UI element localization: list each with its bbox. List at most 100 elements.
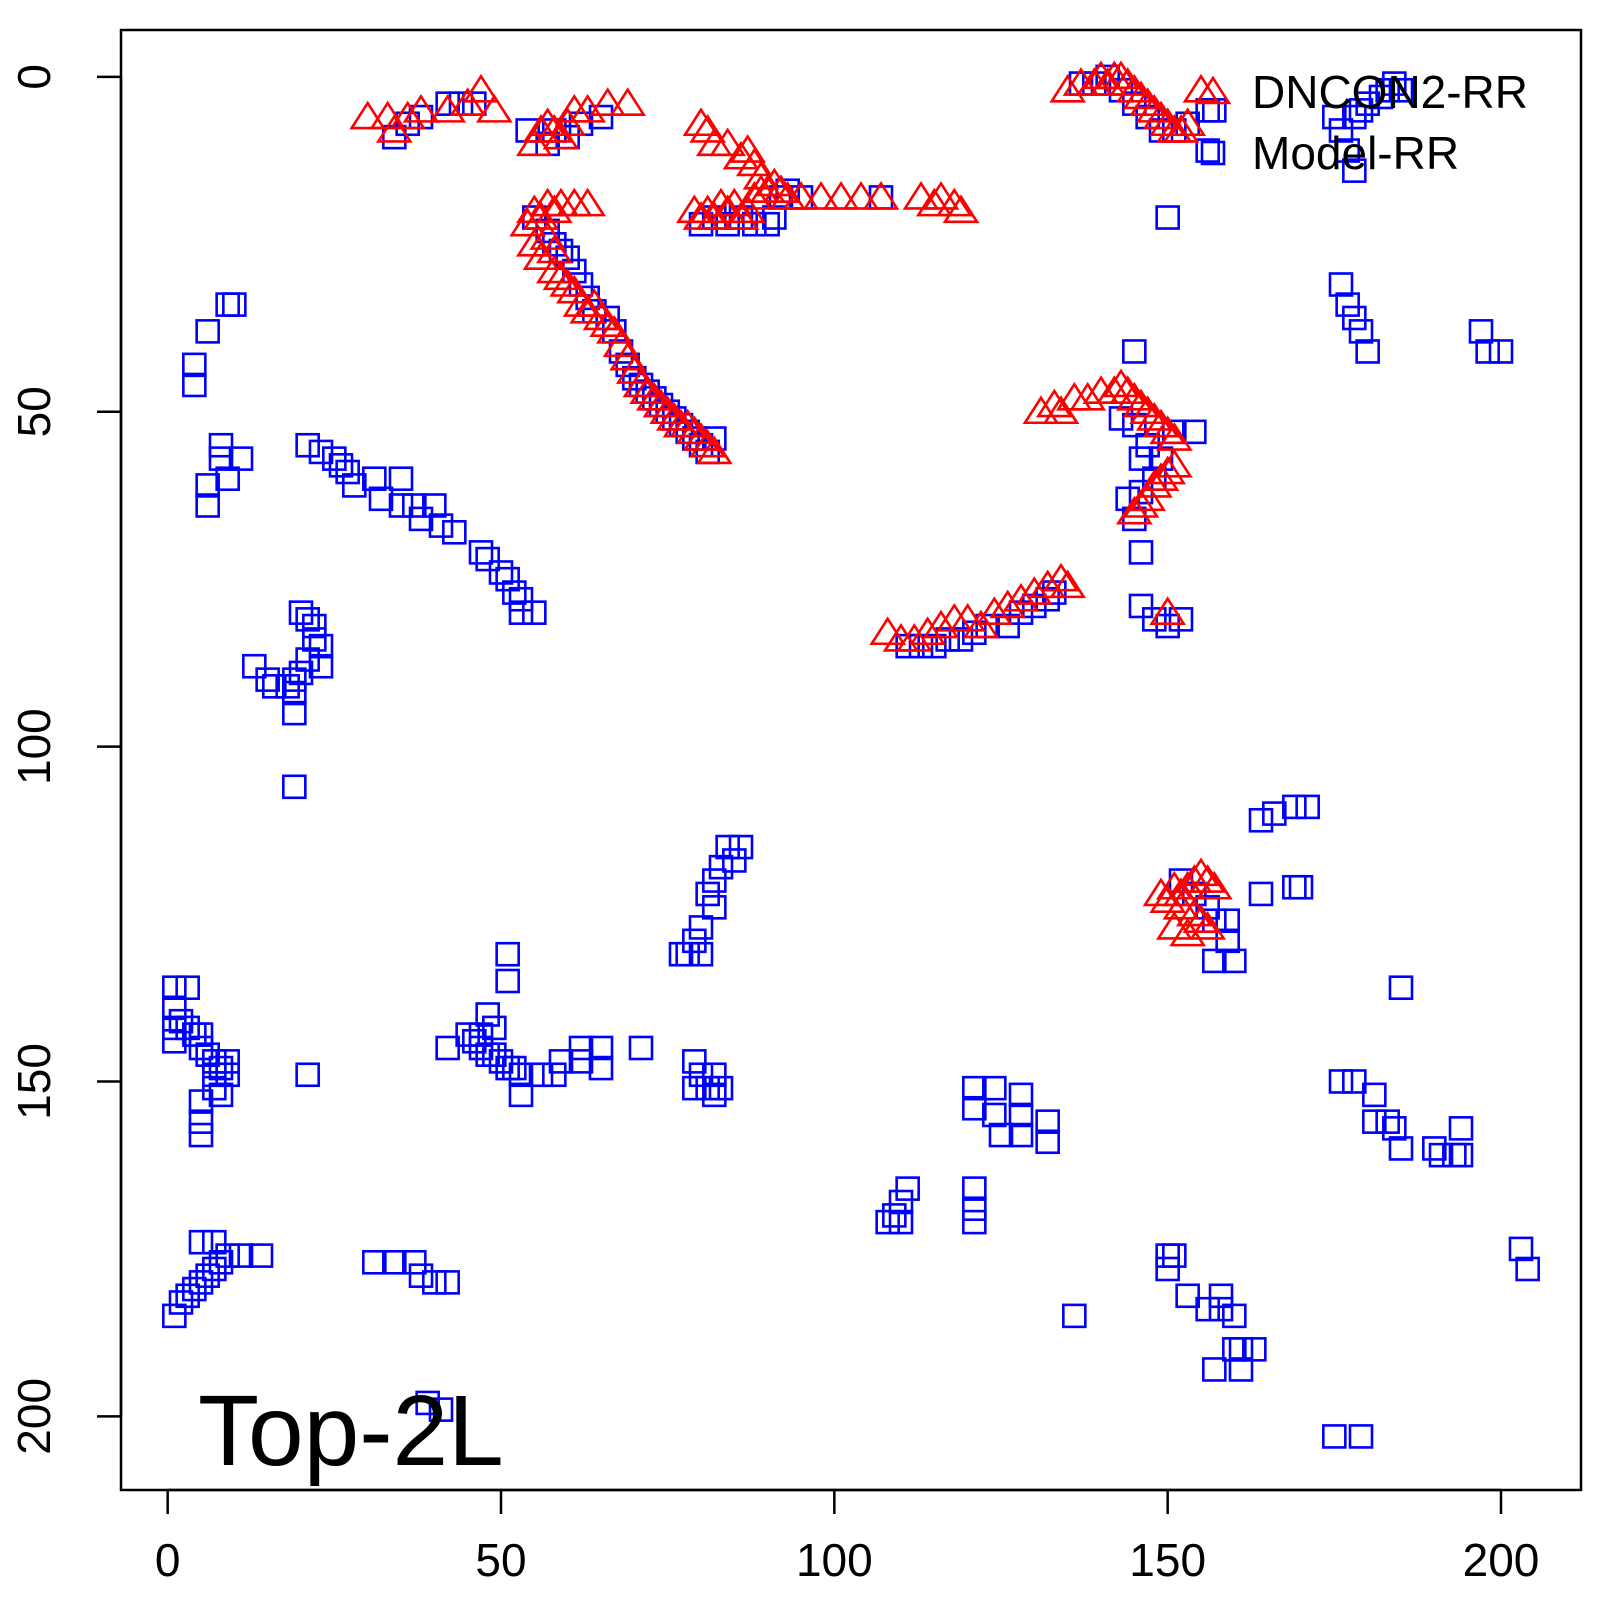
- model-rr-point: [1468, 319, 1494, 344]
- model-rr-point: [1008, 1102, 1034, 1128]
- model-rr-point: [1362, 1109, 1387, 1134]
- model-rr-point: [1155, 613, 1180, 639]
- model-rr-point: [1035, 1129, 1060, 1155]
- dncon2-rr-point: [1142, 100, 1180, 130]
- dncon2-rr-point: [635, 381, 673, 411]
- model-rr-point: [175, 1283, 200, 1309]
- model-rr-point: [442, 519, 467, 545]
- model-rr-point: [875, 1209, 900, 1235]
- model-rr-point: [428, 513, 454, 538]
- model-rr-point: [1388, 1136, 1414, 1161]
- model-rr-point: [702, 895, 727, 920]
- dncon2-rr-point: [822, 181, 860, 210]
- model-rr-point: [182, 1276, 207, 1302]
- model-rr-point: [242, 653, 267, 679]
- model-rr-point: [195, 473, 220, 498]
- model-rr-point: [1155, 205, 1180, 230]
- model-rr-point: [202, 1062, 227, 1088]
- model-rr-point: [168, 1008, 194, 1034]
- series-dncon2-rr: [349, 60, 1233, 947]
- model-rr-point: [1142, 607, 1167, 632]
- model-rr-point: [1262, 801, 1287, 826]
- dncon2-rr-point: [682, 422, 720, 451]
- dncon2-rr-point: [1182, 857, 1220, 887]
- model-rr-point: [488, 560, 514, 585]
- dncon2-rr-point: [709, 194, 747, 224]
- model-rr-point: [195, 493, 220, 518]
- model-rr-point: [435, 1035, 460, 1061]
- model-rr-point: [195, 319, 220, 344]
- model-rr-point: [1375, 77, 1400, 103]
- model-rr-point: [1168, 607, 1194, 632]
- model-rr-point: [1342, 1069, 1367, 1094]
- model-rr-point: [215, 1062, 240, 1088]
- model-rr-point: [408, 506, 434, 532]
- model-rr-point: [188, 1089, 214, 1114]
- model-rr-point: [1202, 948, 1227, 974]
- model-rr-point: [1375, 1109, 1400, 1134]
- model-rr-point: [162, 1028, 187, 1054]
- model-rr-point: [508, 1062, 534, 1088]
- model-rr-point: [688, 915, 714, 940]
- dncon2-rr-point: [569, 294, 607, 324]
- model-rr-point: [495, 941, 520, 967]
- dncon2-rr-point: [1049, 569, 1087, 599]
- dncon2-rr-point: [535, 234, 573, 264]
- dncon2-rr-point: [1115, 73, 1153, 103]
- dncon2-rr-point: [1122, 489, 1160, 518]
- model-rr-point: [682, 1049, 707, 1074]
- dncon2-rr-point: [1149, 107, 1187, 137]
- dncon2-rr-point: [942, 194, 980, 224]
- model-rr-point: [495, 968, 520, 994]
- model-rr-point: [702, 868, 727, 893]
- dncon2-rr-point: [1122, 388, 1160, 418]
- dncon2-rr-point: [522, 241, 560, 271]
- model-rr-point: [675, 941, 700, 967]
- model-rr-point: [388, 466, 414, 492]
- legend-label: DNCON2-RR: [1252, 66, 1528, 118]
- dncon2-rr-point: [1182, 904, 1220, 934]
- dncon2-rr-point: [1169, 107, 1207, 137]
- dncon2-rr-point: [1122, 80, 1160, 110]
- model-rr-point: [728, 834, 754, 860]
- model-rr-point: [708, 1075, 734, 1101]
- x-tick-label: 0: [155, 1534, 181, 1586]
- dncon2-rr-point: [1069, 381, 1107, 411]
- model-rr-point: [962, 1209, 987, 1235]
- model-rr-point: [222, 292, 247, 317]
- dncon2-rr-point: [922, 609, 960, 639]
- model-rr-point: [482, 1042, 507, 1067]
- dncon2-rr-point: [402, 93, 440, 123]
- dncon2-rr-point: [475, 93, 513, 123]
- model-rr-point: [1355, 339, 1380, 364]
- model-rr-point: [1328, 272, 1354, 297]
- model-rr-point: [1335, 292, 1360, 317]
- model-rr-point: [982, 1102, 1007, 1128]
- dncon2-rr-point: [689, 194, 727, 224]
- x-tick-label: 50: [475, 1534, 526, 1586]
- model-rr-point: [422, 1270, 447, 1295]
- model-rr-point: [208, 446, 234, 471]
- dncon2-rr-point: [915, 187, 953, 217]
- dncon2-rr-point: [1155, 911, 1193, 940]
- model-rr-point: [508, 600, 534, 625]
- model-rr-point: [882, 1203, 907, 1228]
- dncon2-rr-point: [1109, 375, 1147, 404]
- model-rr-point: [1328, 1069, 1354, 1094]
- dncon2-rr-point: [675, 415, 713, 445]
- dncon2-rr-point: [1109, 67, 1147, 96]
- model-rr-point: [255, 667, 280, 692]
- dncon2-rr-point: [589, 308, 627, 337]
- model-rr-point: [228, 446, 254, 471]
- dncon2-rr-point: [1142, 877, 1180, 907]
- model-rr-point: [388, 493, 414, 518]
- model-rr-point: [195, 1042, 220, 1067]
- model-rr-point: [182, 352, 207, 378]
- model-rr-point: [682, 1075, 707, 1101]
- model-rr-point: [1388, 975, 1414, 1001]
- model-rr-point: [422, 493, 447, 518]
- model-rr-point: [888, 1209, 914, 1235]
- model-rr-point: [468, 540, 494, 565]
- model-rr-point: [295, 432, 320, 458]
- model-rr-point: [188, 1270, 214, 1295]
